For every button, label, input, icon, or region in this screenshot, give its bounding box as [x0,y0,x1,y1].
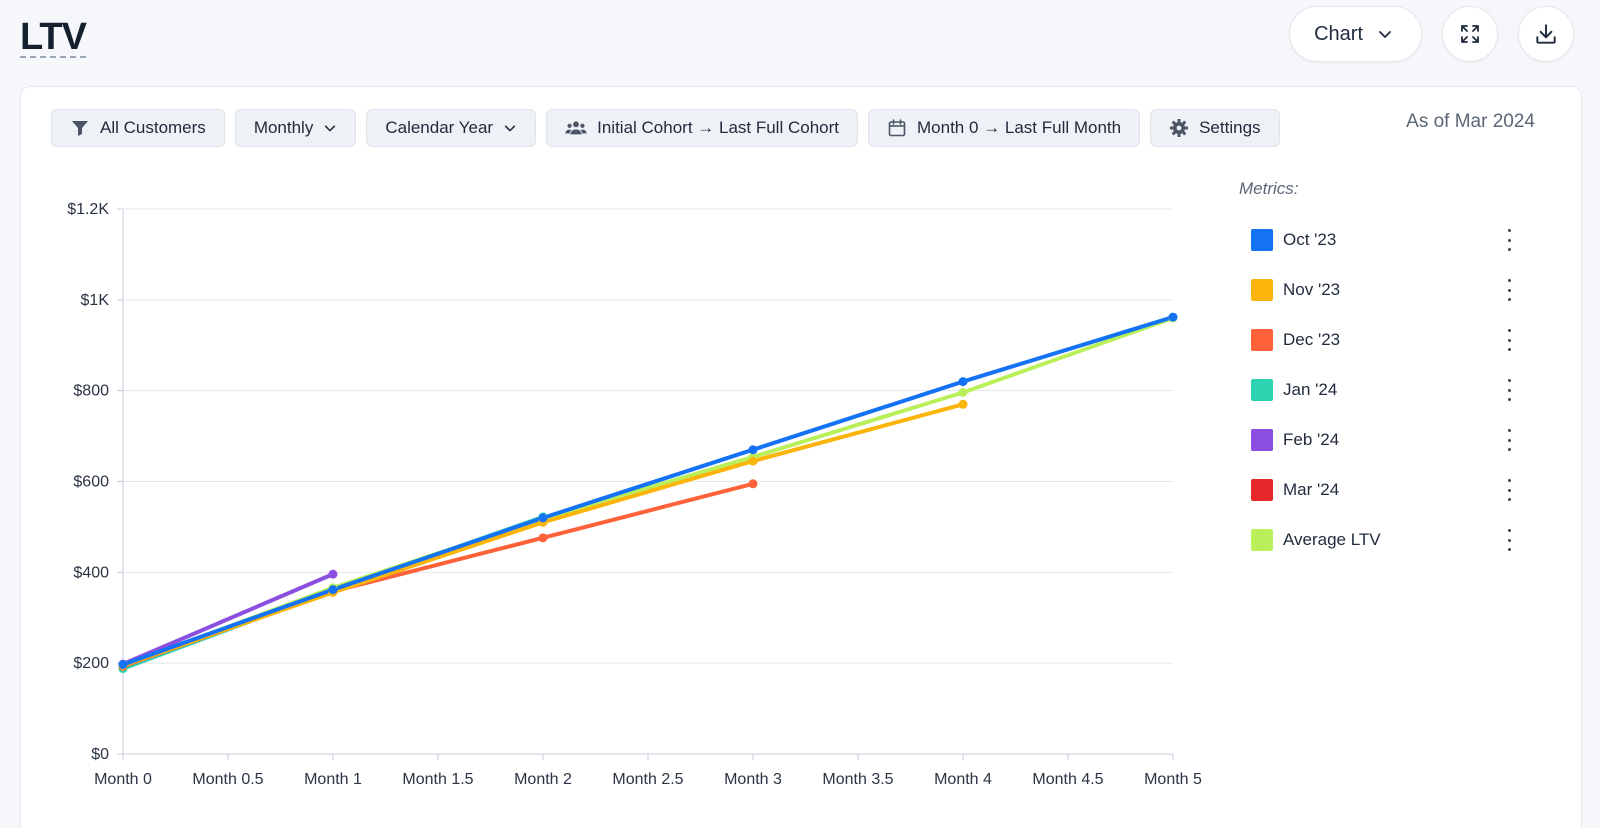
data-point-dec-23[interactable] [748,479,758,489]
legend-swatch [1251,479,1273,501]
legend-label: Jan '24 [1283,380,1338,399]
data-point-nov-23[interactable] [958,399,968,409]
x-tick-label: Month 2 [514,771,572,788]
view-type-label: Chart [1314,22,1363,45]
chart-card: All Customers Monthly Calendar Year Init… [20,86,1582,828]
y-tick-label: $200 [73,655,109,672]
settings-button[interactable]: Settings [1150,109,1280,147]
settings-label: Settings [1199,118,1261,137]
download-icon [1536,24,1556,44]
legend-item-jan-24[interactable]: Jan '24 [1239,365,1539,415]
y-tick-label: $400 [73,564,109,581]
data-point-oct-23[interactable] [538,513,548,523]
y-tick-label: $1.2K [67,201,109,218]
more-vertical-icon[interactable] [1505,279,1513,301]
chart-legend: Metrics: Oct '23 Nov '23 Dec '23 Jan '24 Feb… [1239,179,1539,565]
year-type-select[interactable]: Calendar Year [366,109,537,147]
data-point-oct-23[interactable] [328,585,338,595]
legend-label: Average LTV [1283,530,1381,549]
legend-label: Oct '23 [1283,230,1337,249]
legend-item-oct-23[interactable]: Oct '23 [1239,215,1539,265]
data-point-dec-23[interactable] [538,533,548,543]
series-line-feb-24[interactable] [121,572,335,667]
x-tick-label: Month 5 [1144,771,1202,788]
legend-swatch [1251,429,1273,451]
legend-item-mar-24[interactable]: Mar '24 [1239,465,1539,515]
more-vertical-icon[interactable] [1505,529,1513,551]
y-tick-label: $800 [73,383,109,400]
y-tick-label: $600 [73,474,109,491]
page-title: LTV [20,16,87,58]
chevron-down-icon [504,125,516,132]
legend-items: Oct '23 Nov '23 Dec '23 Jan '24 Feb '24 Mar '… [1239,215,1539,565]
more-vertical-icon[interactable] [1505,229,1513,251]
legend-item-nov-23[interactable]: Nov '23 [1239,265,1539,315]
y-tick-label: $1K [81,292,110,309]
funnel-icon [72,121,88,136]
legend-swatch [1251,229,1273,251]
more-vertical-icon[interactable] [1505,329,1513,351]
x-tick-label: Month 3.5 [822,771,893,788]
data-point-oct-23[interactable] [118,660,128,670]
fullscreen-button[interactable] [1442,6,1498,62]
legend-item-average-ltv[interactable]: Average LTV [1239,515,1539,565]
x-tick-label: Month 1 [304,771,362,788]
chevron-down-icon [1379,31,1391,38]
period-select-label: Monthly [253,118,314,137]
data-point-oct-23[interactable] [958,377,968,387]
more-vertical-icon[interactable] [1505,429,1513,451]
x-tick-label: Month 1.5 [402,771,473,788]
as-of-date: As of Mar 2024 [1406,111,1535,132]
x-tick-label: Month 0 [94,771,152,788]
data-point-average-ltv[interactable] [958,387,968,397]
x-tick-label: Month 4 [934,771,992,788]
expand-icon [1461,25,1479,43]
legend-item-feb-24[interactable]: Feb '24 [1239,415,1539,465]
y-tick-label: $0 [91,746,109,763]
view-type-select[interactable]: Chart [1289,6,1422,62]
gear-icon [1170,119,1189,137]
legend-title: Metrics: [1239,179,1299,198]
chart-plot: $0 $200 $400 $600 $800 $1K $1.2K Month 0 Month 0… [67,201,1202,788]
data-point-feb-24[interactable] [328,569,338,579]
legend-swatch [1251,379,1273,401]
customer-filter-button[interactable]: All Customers [51,109,225,147]
data-point-oct-23[interactable] [1168,312,1178,322]
period-select[interactable]: Monthly [234,109,357,147]
month-range-label: Month 0 → Last Full Month [917,118,1122,137]
more-vertical-icon[interactable] [1505,379,1513,401]
legend-swatch [1251,279,1273,301]
year-type-label: Calendar Year [385,118,494,137]
more-vertical-icon[interactable] [1505,479,1513,501]
month-range-button[interactable]: Month 0 → Last Full Month [868,109,1141,147]
cohort-range-label: Initial Cohort → Last Full Cohort [597,118,839,137]
legend-label: Dec '23 [1283,330,1341,349]
top-actions: Chart [1289,6,1574,62]
series-line-oct-23[interactable] [121,315,1175,667]
data-point-oct-23[interactable] [748,445,758,455]
ltv-chart: $0 $200 $400 $600 $800 $1K $1.2K Month 0 Month 0… [21,157,1241,828]
filter-bar: All Customers Monthly Calendar Year Init… [51,109,1280,147]
users-icon [565,121,587,135]
customer-filter-label: All Customers [100,118,206,137]
x-tick-label: Month 0.5 [192,771,263,788]
x-tick-label: Month 3 [724,771,782,788]
legend-item-dec-23[interactable]: Dec '23 [1239,315,1539,365]
x-tick-label: Month 2.5 [612,771,683,788]
legend-label: Nov '23 [1283,280,1341,299]
legend-swatch [1251,329,1273,351]
legend-swatch [1251,529,1273,551]
legend-label: Feb '24 [1283,430,1340,449]
calendar-icon [888,119,906,137]
cohort-range-button[interactable]: Initial Cohort → Last Full Cohort [546,109,858,147]
series-line-dec-23[interactable] [121,481,755,669]
legend-label: Mar '24 [1283,480,1340,499]
x-tick-label: Month 4.5 [1032,771,1103,788]
data-point-nov-23[interactable] [748,456,758,466]
chevron-down-icon [325,125,336,132]
download-button[interactable] [1518,6,1574,62]
